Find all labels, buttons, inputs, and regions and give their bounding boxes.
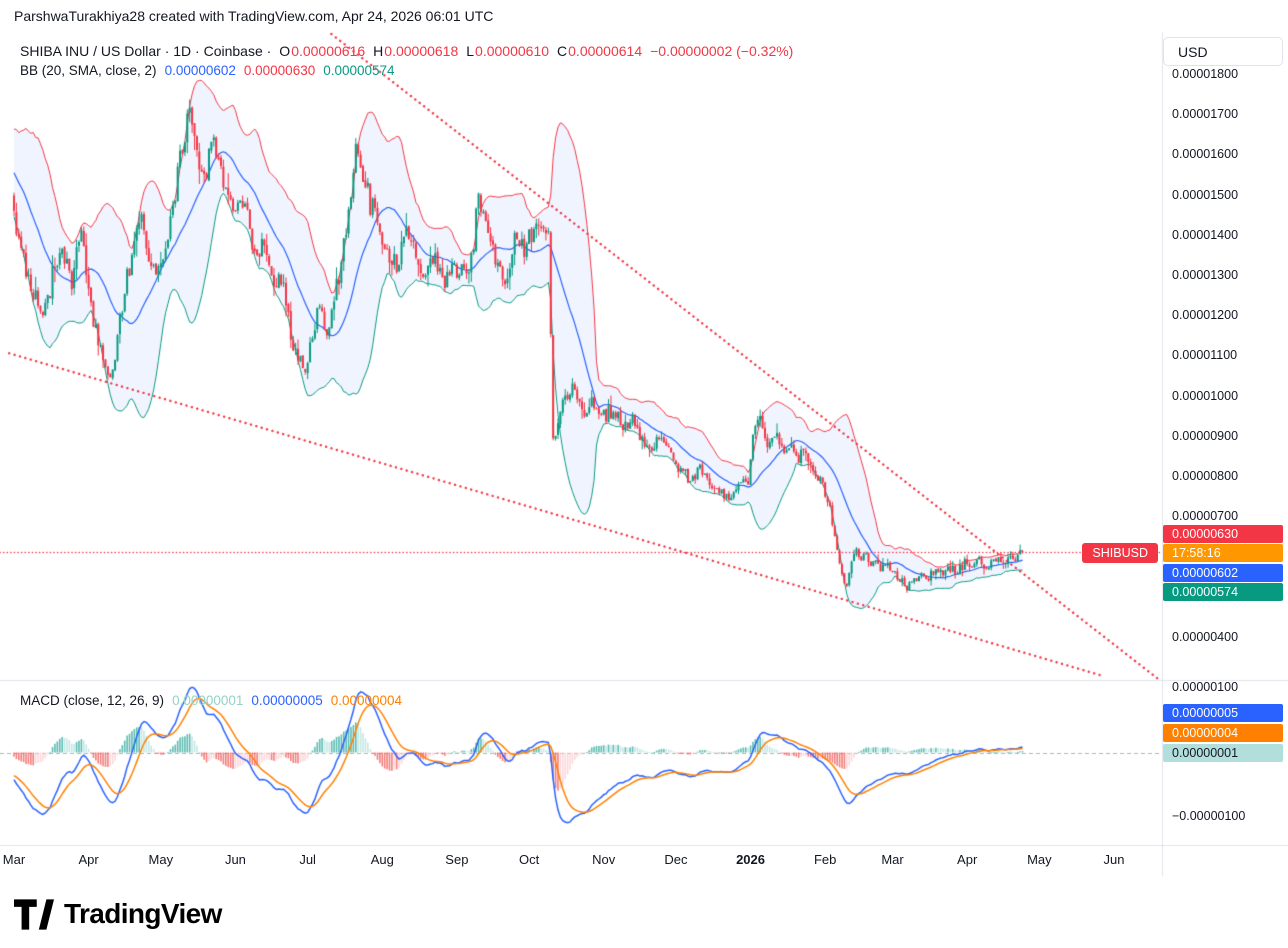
ohlc-close: C 0.00000614: [557, 43, 642, 59]
price-axis-tick: 0.00001800: [1172, 67, 1239, 81]
symbol-legend: SHIBA INU / US Dollar · 1D · Coinbase · …: [20, 43, 793, 59]
time-axis-label[interactable]: Jul: [299, 852, 316, 867]
price-axis-tick: 0.00000900: [1172, 428, 1239, 443]
price-badge-countdown: 17:58:16: [1163, 544, 1283, 562]
attribution-text: ParshwaTurakhiya28 created with TradingV…: [14, 8, 494, 24]
macd-signal-value: 0.00000004: [330, 693, 403, 708]
price-axis-tick: 0.00000800: [1172, 469, 1239, 484]
macd-legend: MACD (close, 12, 26, 9) 0.00000001 0.000…: [20, 693, 402, 708]
time-axis-label[interactable]: Mar: [881, 852, 904, 867]
macd-badge-1: 0.00000004: [1163, 724, 1283, 742]
time-axis-label[interactable]: Sep: [445, 852, 469, 867]
time-scale-area[interactable]: [0, 845, 1288, 876]
price-badge-bb-lower: 0.00000574: [1163, 583, 1283, 601]
bb-basis-value: 0.00000602: [164, 63, 236, 78]
price-axis-tick: 0.00000400: [1172, 629, 1239, 644]
time-axis-label[interactable]: 2026: [736, 852, 765, 867]
macd-histogram-value: 0.00000001: [172, 693, 244, 708]
price-axis-tick: 0.00001700: [1172, 107, 1239, 122]
currency-selector[interactable]: USD: [1163, 37, 1283, 66]
price-axis-tick: 0.00001200: [1172, 308, 1239, 323]
open-label: O: [279, 43, 291, 59]
macd-badge-0: 0.00000005: [1163, 704, 1283, 722]
bb-title[interactable]: BB (20, SMA, close, 2): [20, 63, 157, 78]
time-axis-label[interactable]: Apr: [957, 852, 978, 867]
price-axis-tick: 0.00001400: [1172, 227, 1239, 242]
price-axis-tick: 0.00001000: [1172, 388, 1239, 403]
macd-axis-tick: −0.00000100: [1172, 809, 1246, 823]
ohlc-low: L 0.00000610: [466, 43, 549, 59]
low-label: L: [466, 43, 475, 59]
time-axis-label[interactable]: Feb: [813, 852, 837, 867]
attribution-bar: ParshwaTurakhiya28 created with TradingV…: [14, 8, 493, 24]
symbol-price-label: SHIBUSD: [1082, 543, 1158, 563]
macd-badge-2: 0.00000001: [1163, 744, 1283, 762]
price-axis-tick: 0.00001600: [1172, 147, 1239, 162]
bb-upper-value: 0.00000630: [243, 63, 316, 78]
time-axis-label[interactable]: Apr: [78, 852, 99, 867]
price-axis-tick: 0.00001500: [1172, 187, 1239, 202]
bb-lower-value: 0.00000574: [323, 63, 395, 78]
time-axis-label[interactable]: Nov: [592, 852, 616, 867]
time-axis-label[interactable]: Aug: [370, 852, 394, 867]
time-axis-label[interactable]: Oct: [518, 852, 540, 867]
time-axis-label[interactable]: May: [1027, 852, 1052, 867]
change-value: −0.00000002 (−0.32%): [650, 43, 794, 59]
macd-title[interactable]: MACD (close, 12, 26, 9): [20, 693, 165, 708]
macd-line-value: 0.00000005: [251, 693, 323, 708]
price-axis-tick: 0.00000700: [1172, 509, 1239, 524]
time-axis-label[interactable]: Mar: [2, 852, 26, 867]
close-label: C: [557, 43, 568, 59]
open-value: 0.00000616: [291, 43, 366, 59]
currency-label: USD: [1178, 43, 1208, 60]
high-value: 0.00000618: [384, 43, 459, 59]
macd-axis-tick: 0.00000100: [1172, 680, 1239, 694]
time-axis-label[interactable]: Dec: [664, 852, 688, 867]
time-axis-label[interactable]: Jun: [224, 852, 246, 867]
time-axis-label[interactable]: May: [148, 852, 174, 867]
ohlc-open: O 0.00000616: [279, 43, 365, 59]
footer-brand-bar: TradingView: [0, 880, 1288, 948]
price-badge-bb-upper: 0.00000630: [1163, 525, 1283, 543]
tradingview-logo-icon: [14, 898, 54, 930]
price-badge-bb-basis: 0.00000602: [1163, 563, 1283, 582]
symbol-title[interactable]: SHIBA INU / US Dollar · 1D · Coinbase ·: [20, 43, 272, 59]
time-axis-label[interactable]: Jun: [1103, 852, 1125, 867]
ohlc-high: H 0.00000618: [373, 43, 458, 59]
price-axis-tick: 0.00001100: [1172, 348, 1238, 363]
low-value: 0.00000610: [475, 43, 550, 59]
bb-legend: BB (20, SMA, close, 2) 0.00000602 0.0000…: [20, 63, 395, 78]
price-axis-tick: 0.00001300: [1172, 268, 1239, 283]
high-label: H: [373, 43, 384, 59]
close-value: 0.00000614: [568, 43, 643, 59]
brand-wordmark[interactable]: TradingView: [64, 898, 222, 929]
